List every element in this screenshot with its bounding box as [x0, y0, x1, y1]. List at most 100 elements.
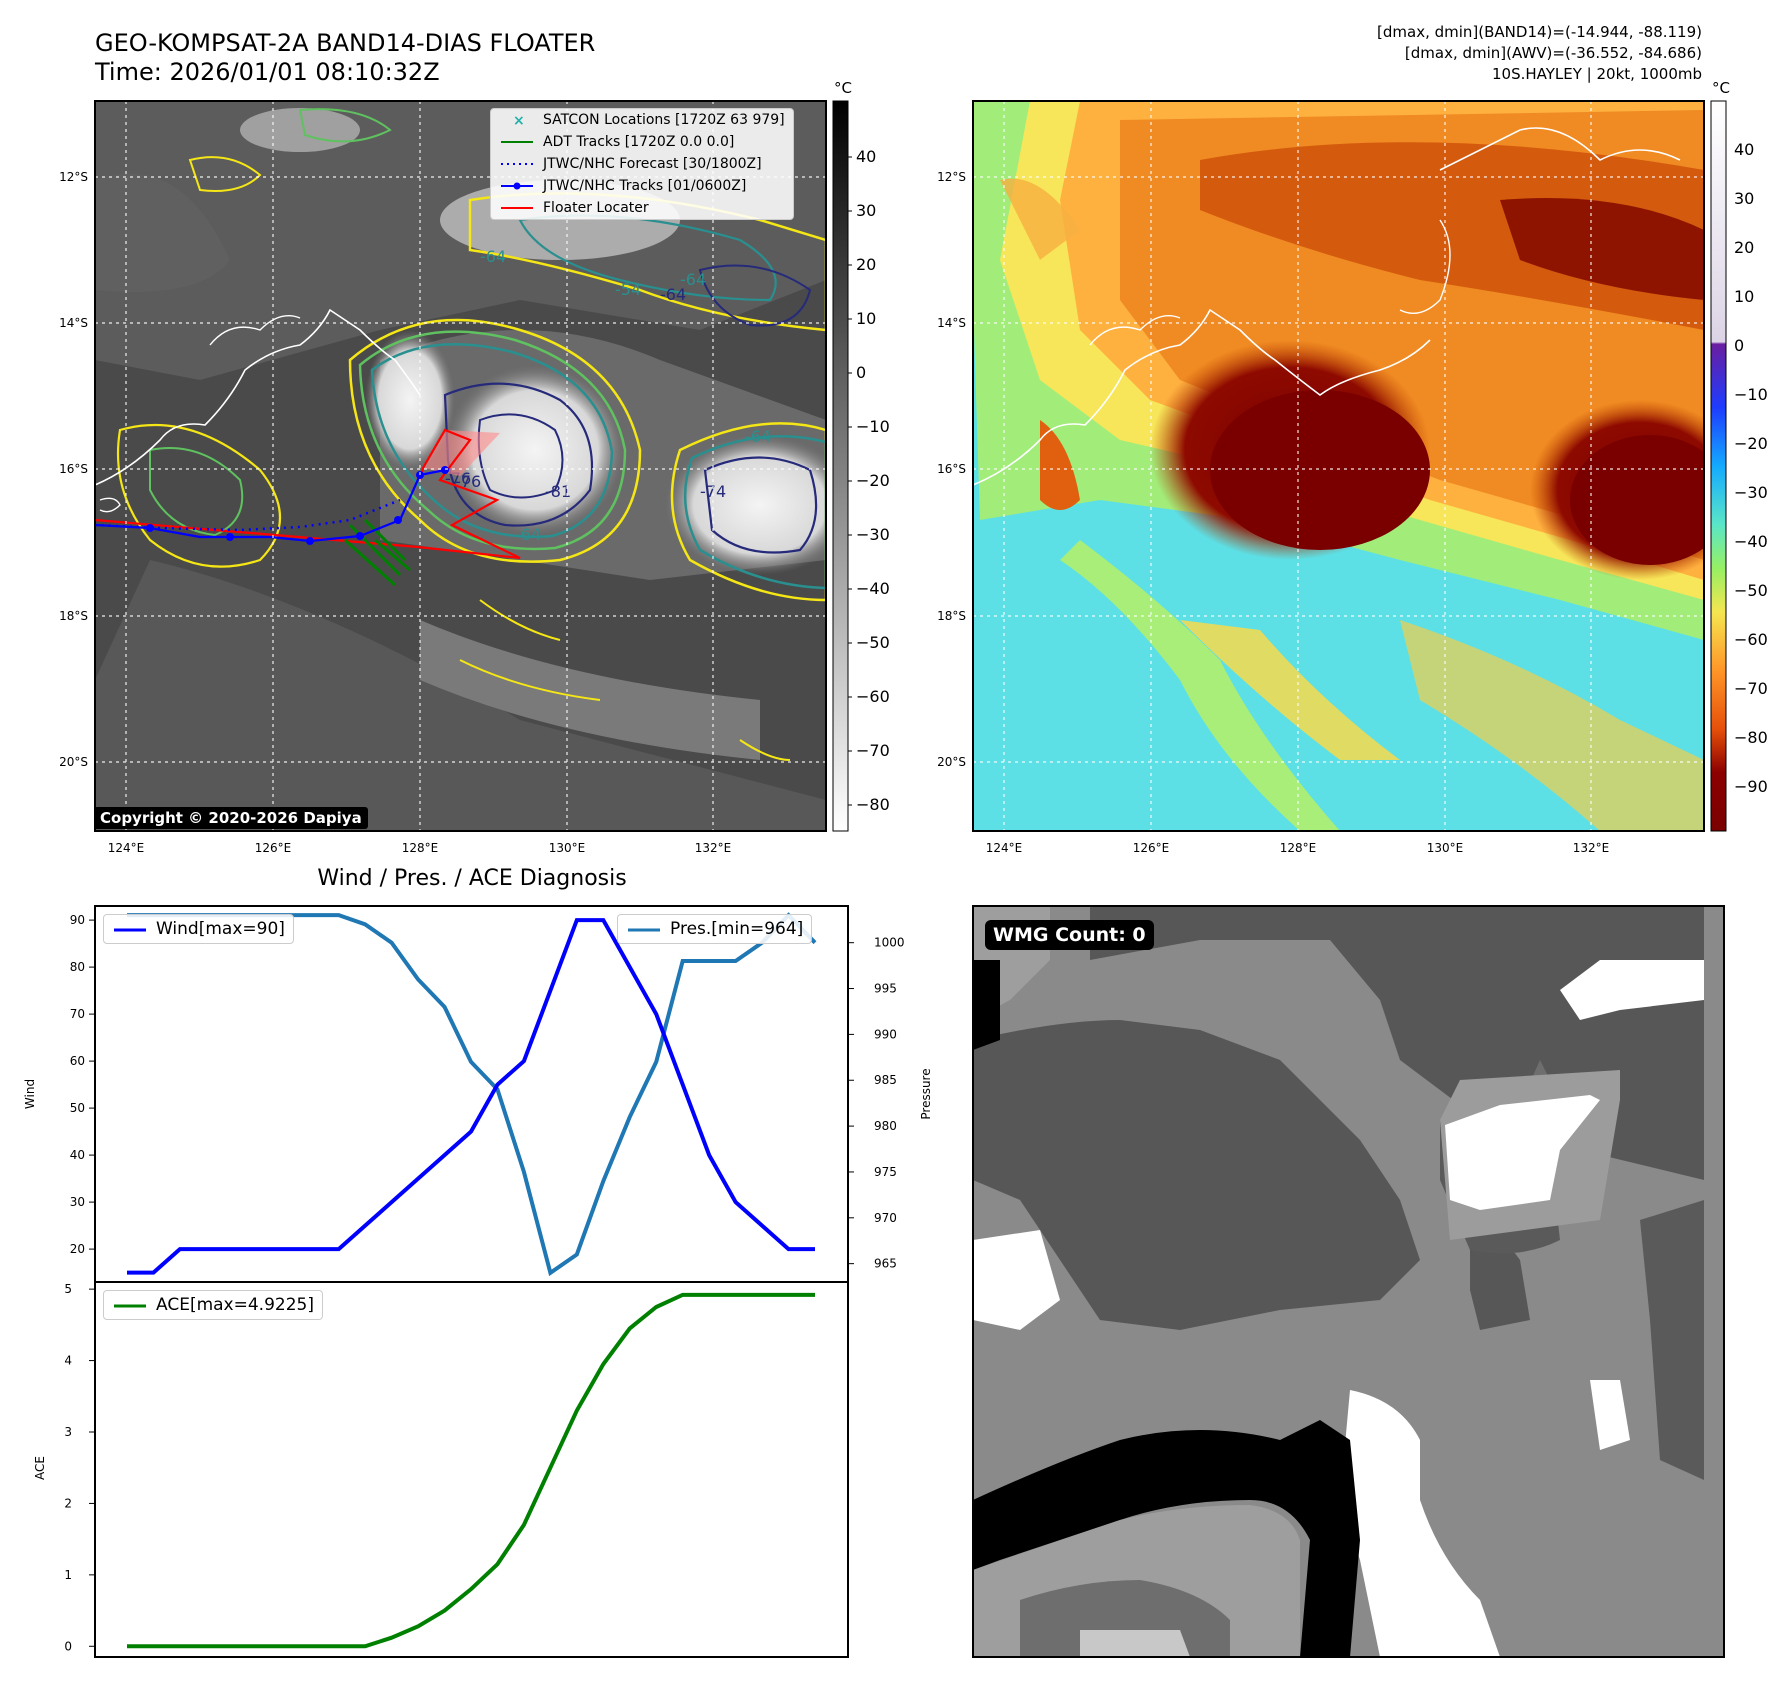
wind-ytick-label: 40	[70, 1148, 85, 1162]
map1-lon-labels: 124°E 126°E 128°E 130°E 132°E	[108, 841, 732, 855]
legend-label: Pres.[min=964]	[670, 919, 804, 939]
ace-series-line	[127, 1292, 815, 1649]
solid-line-icon	[499, 135, 535, 149]
ir-map: -54 -64 -64 -74 -64 -81 -76 -64 -64 -76	[95, 101, 826, 831]
legend-item-jtwc-tracks: JTWC/NHC Tracks [01/0600Z]	[491, 175, 793, 197]
colorbar2-tick: −50	[1734, 581, 1768, 600]
legend-item-jtwc-forecast: JTWC/NHC Forecast [30/1800Z]	[491, 153, 793, 175]
colorbar2-tick: −30	[1734, 483, 1768, 502]
map2-lat-labels: 12°S 14°S 16°S 18°S 20°S	[937, 170, 966, 769]
colorbar2-tick: −90	[1734, 777, 1768, 796]
legend-label: Wind[max=90]	[156, 919, 285, 939]
legend-item-floater: Floater Locater	[491, 197, 793, 219]
legend-item-wind: Wind[max=90]	[104, 915, 293, 943]
wind-ytick-label: 50	[70, 1101, 85, 1115]
wind-legend: Wind[max=90]	[103, 914, 294, 944]
ace-ytick-label: 0	[64, 1639, 72, 1653]
ace-ytick-label: 2	[64, 1496, 72, 1510]
contour-label: -64	[480, 247, 506, 266]
colorbar1-tick: −10	[856, 417, 890, 436]
ace-chart: 0 1 2 3 4 5	[64, 1282, 815, 1653]
lat-label: 14°S	[937, 316, 966, 330]
awv-map-frame	[972, 100, 1705, 832]
pressure-series-line	[127, 912, 817, 1277]
ace-ytick-label: 5	[64, 1282, 72, 1296]
colorbar2-tick: −60	[1734, 630, 1768, 649]
lon-label: 130°E	[1427, 841, 1464, 855]
colorbar2-tick: 0	[1734, 336, 1744, 355]
wind-ytick-label: 20	[70, 1242, 85, 1256]
lon-label: 130°E	[549, 841, 586, 855]
lat-label: 16°S	[59, 462, 88, 476]
legend-label: Floater Locater	[543, 200, 649, 216]
colorbar2-tick: −80	[1734, 728, 1768, 747]
title-line1: GEO-KOMPSAT-2A BAND14-DIAS FLOATER	[95, 29, 595, 57]
info-line2: [dmax, dmin](AWV)=(-36.552, -84.686)	[1405, 44, 1702, 62]
legend-item-satcon: × SATCON Locations [1720Z 63 979]	[491, 109, 793, 131]
ace-ylabel: ACE	[33, 1456, 47, 1480]
colorbar1-tick: 30	[856, 201, 876, 220]
ace-legend: ACE[max=4.9225]	[103, 1290, 323, 1320]
info-line1: [dmax, dmin](BAND14)=(-14.944, -88.119)	[1377, 23, 1702, 41]
map1-lat-labels: 12°S 14°S 16°S 18°S 20°S	[59, 170, 88, 769]
legend-label: JTWC/NHC Tracks [01/0600Z]	[543, 178, 747, 194]
solid-line-icon	[112, 1298, 148, 1312]
pressure-ytick-label: 990	[874, 1027, 897, 1041]
contour-label: -54	[615, 280, 641, 299]
colorbar2-ticks: 40 30 20 10 0 −10 −20 −30 −40 −50 −60 −7…	[1734, 140, 1768, 796]
lon-label: 132°E	[695, 841, 732, 855]
solid-line-icon	[626, 922, 662, 936]
lat-label: 20°S	[937, 755, 966, 769]
ir-map-frame	[94, 100, 827, 832]
wind-ytick-label: 90	[70, 913, 85, 927]
colorbar1-tick: −70	[856, 741, 890, 760]
colorbar1-tick: 20	[856, 255, 876, 274]
ace-ytick-label: 1	[64, 1568, 72, 1582]
line-dot-icon	[499, 179, 535, 193]
legend-item-adt: ADT Tracks [1720Z 0.0 0.0]	[491, 131, 793, 153]
pressure-ytick-label: 965	[874, 1257, 897, 1271]
x-marker-icon: ×	[499, 113, 535, 129]
colorbar2-unit: °C	[1712, 79, 1730, 97]
awv-map	[973, 101, 1704, 831]
lon-label: 124°E	[108, 841, 145, 855]
contour-label: -64	[515, 525, 541, 544]
lon-label: 126°E	[255, 841, 292, 855]
lon-label: 126°E	[1133, 841, 1170, 855]
colorbar2-tick: −40	[1734, 532, 1768, 551]
legend-label: SATCON Locations [1720Z 63 979]	[543, 112, 785, 128]
lon-label: 132°E	[1573, 841, 1610, 855]
lat-label: 18°S	[59, 609, 88, 623]
pressure-ylabel: Pressure	[919, 1068, 933, 1119]
ace-ytick-label: 3	[64, 1425, 72, 1439]
colorbar2-tick: 40	[1734, 140, 1754, 159]
colorbar1-tick: −50	[856, 633, 890, 652]
map-legend: × SATCON Locations [1720Z 63 979] ADT Tr…	[490, 108, 794, 220]
colorbar1-tick: −40	[856, 579, 890, 598]
lon-label: 128°E	[1280, 841, 1317, 855]
contour-label: -81	[545, 482, 571, 501]
colorbar1-tick: 0	[856, 363, 866, 382]
colorbar1-tick: −30	[856, 525, 890, 544]
diagnosis-title: Wind / Pres. / ACE Diagnosis	[317, 866, 626, 891]
colorbar2-tick: −10	[1734, 385, 1768, 404]
legend-label: JTWC/NHC Forecast [30/1800Z]	[543, 156, 762, 172]
contour-label: -64	[660, 285, 686, 304]
pressure-ytick-label: 970	[874, 1211, 897, 1225]
pressure-ytick-label: 985	[874, 1073, 897, 1087]
colorbar1-tick: −60	[856, 687, 890, 706]
wind-ylabel: Wind	[23, 1079, 37, 1109]
contour-label: -64	[680, 270, 706, 289]
legend-item-ace: ACE[max=4.9225]	[104, 1291, 322, 1319]
wind-ytick-label: 80	[70, 960, 85, 974]
wind-series-line	[127, 918, 815, 1275]
wind-ytick-label: 30	[70, 1195, 85, 1209]
colorbar2-tick: 20	[1734, 238, 1754, 257]
ace-chart-frame	[94, 1281, 849, 1658]
colorbar2-tick: 10	[1734, 287, 1754, 306]
wmg-frame	[972, 905, 1725, 1658]
pressure-ytick-label: 1000	[874, 936, 905, 950]
colorbar-gray	[832, 100, 849, 832]
lon-label: 124°E	[986, 841, 1023, 855]
